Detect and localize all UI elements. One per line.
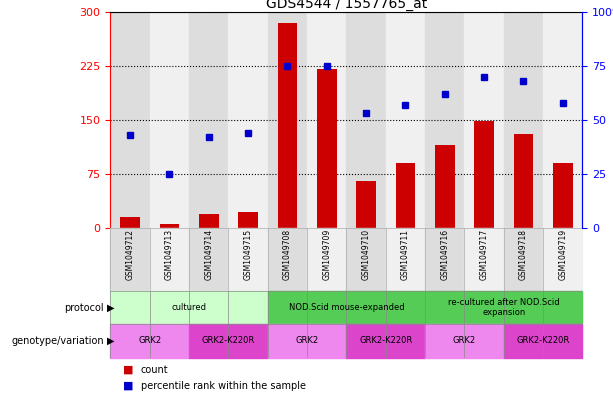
Bar bbox=[504, 324, 582, 358]
Text: GSM1049719: GSM1049719 bbox=[558, 229, 567, 280]
Text: GRK2-K220R: GRK2-K220R bbox=[516, 336, 569, 345]
Text: genotype/variation: genotype/variation bbox=[12, 336, 104, 346]
Bar bbox=[110, 12, 150, 228]
Bar bbox=[110, 228, 150, 291]
Bar bbox=[238, 212, 258, 228]
Bar bbox=[199, 213, 218, 228]
Bar bbox=[150, 228, 189, 291]
Bar bbox=[425, 291, 582, 324]
Text: GRK2: GRK2 bbox=[295, 336, 319, 345]
Text: GSM1049716: GSM1049716 bbox=[440, 229, 449, 280]
Text: re-cultured after NOD.Scid
expansion: re-cultured after NOD.Scid expansion bbox=[448, 298, 560, 317]
Bar bbox=[268, 291, 425, 324]
Bar bbox=[514, 134, 533, 228]
Bar bbox=[268, 12, 307, 228]
Text: protocol: protocol bbox=[64, 303, 104, 312]
Bar bbox=[386, 228, 425, 291]
Bar bbox=[504, 228, 543, 291]
Bar bbox=[110, 324, 189, 358]
Bar bbox=[110, 291, 268, 324]
Text: GSM1049710: GSM1049710 bbox=[362, 229, 370, 280]
Bar bbox=[307, 12, 346, 228]
Text: cultured: cultured bbox=[172, 303, 207, 312]
Text: GSM1049709: GSM1049709 bbox=[322, 229, 331, 281]
Text: ▶: ▶ bbox=[107, 303, 115, 312]
Bar bbox=[189, 228, 228, 291]
Bar bbox=[159, 224, 179, 228]
Bar bbox=[307, 228, 346, 291]
Bar bbox=[425, 228, 465, 291]
Bar bbox=[425, 12, 465, 228]
Bar bbox=[229, 12, 268, 228]
Bar bbox=[386, 12, 425, 228]
Bar bbox=[465, 228, 504, 291]
Text: NOD.Scid mouse-expanded: NOD.Scid mouse-expanded bbox=[289, 303, 404, 312]
Bar bbox=[150, 12, 189, 228]
Bar bbox=[435, 145, 454, 228]
Bar bbox=[346, 324, 425, 358]
Bar bbox=[356, 181, 376, 228]
Bar bbox=[228, 228, 268, 291]
Bar bbox=[189, 12, 228, 228]
Bar bbox=[504, 12, 543, 228]
Text: GRK2-K220R: GRK2-K220R bbox=[359, 336, 413, 345]
Text: GSM1049714: GSM1049714 bbox=[204, 229, 213, 280]
Text: ■: ■ bbox=[123, 365, 133, 375]
Text: GSM1049715: GSM1049715 bbox=[243, 229, 253, 280]
Bar bbox=[189, 324, 268, 358]
Text: percentile rank within the sample: percentile rank within the sample bbox=[141, 381, 306, 391]
Bar bbox=[120, 217, 140, 228]
Bar bbox=[474, 121, 494, 228]
Text: GRK2: GRK2 bbox=[138, 336, 161, 345]
Bar bbox=[317, 70, 337, 228]
Text: GSM1049718: GSM1049718 bbox=[519, 229, 528, 280]
Text: GSM1049717: GSM1049717 bbox=[479, 229, 489, 280]
Text: GSM1049712: GSM1049712 bbox=[126, 229, 134, 280]
Bar bbox=[268, 324, 346, 358]
Bar bbox=[543, 12, 582, 228]
Text: ▶: ▶ bbox=[107, 336, 115, 346]
Text: GSM1049713: GSM1049713 bbox=[165, 229, 174, 280]
Text: GRK2: GRK2 bbox=[453, 336, 476, 345]
Title: GDS4544 / 1557765_at: GDS4544 / 1557765_at bbox=[265, 0, 427, 11]
Bar bbox=[395, 163, 415, 228]
Bar bbox=[543, 228, 582, 291]
Text: ■: ■ bbox=[123, 381, 133, 391]
Text: GSM1049711: GSM1049711 bbox=[401, 229, 410, 280]
Bar bbox=[346, 228, 386, 291]
Bar bbox=[425, 324, 504, 358]
Bar bbox=[278, 22, 297, 228]
Bar bbox=[553, 163, 573, 228]
Text: GSM1049708: GSM1049708 bbox=[283, 229, 292, 280]
Bar bbox=[346, 12, 386, 228]
Bar bbox=[465, 12, 504, 228]
Text: GRK2-K220R: GRK2-K220R bbox=[202, 336, 255, 345]
Bar bbox=[268, 228, 307, 291]
Text: count: count bbox=[141, 365, 169, 375]
